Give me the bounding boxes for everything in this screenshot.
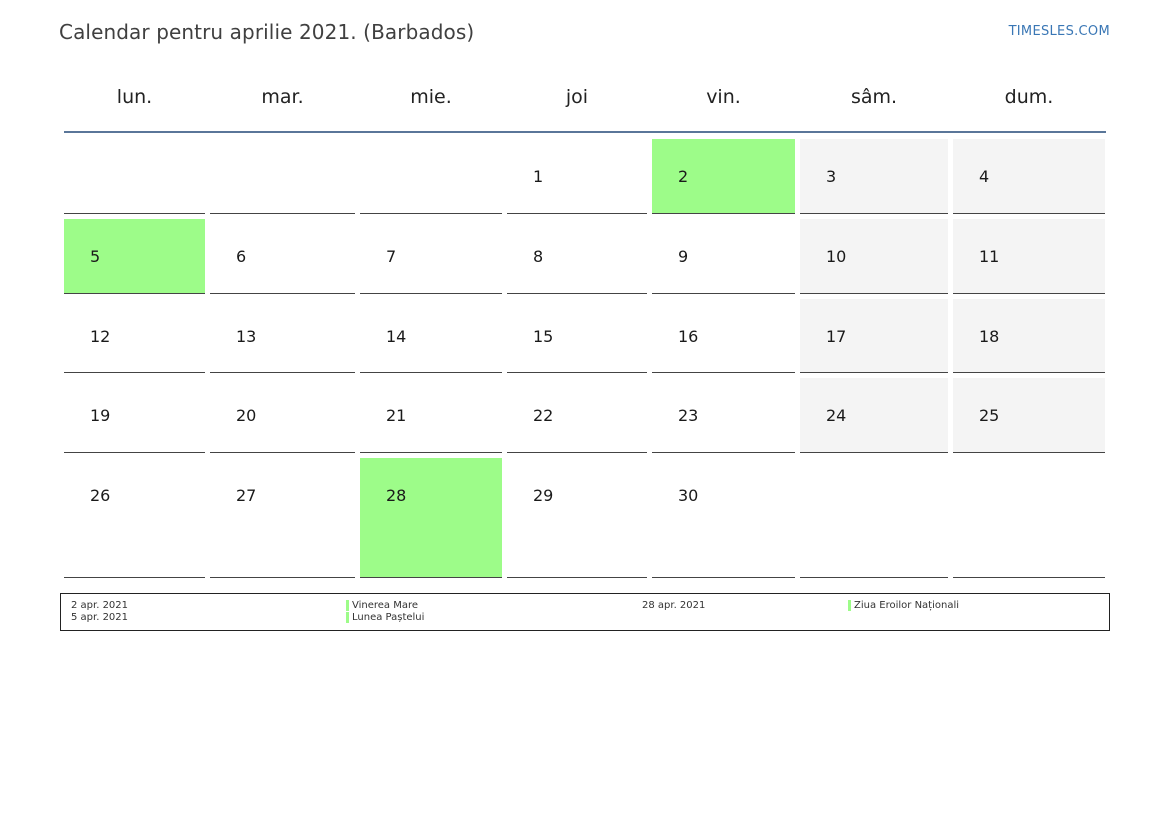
day-number: 8 xyxy=(533,247,544,266)
calendar-day-cell: 14 xyxy=(360,299,502,373)
calendar-day-cell: 28 xyxy=(360,458,502,578)
calendar-empty-cell xyxy=(953,458,1105,578)
day-number: 9 xyxy=(678,247,689,266)
calendar-day-cell: 26 xyxy=(64,458,205,578)
day-number: 30 xyxy=(678,486,699,505)
brand-link[interactable]: TIMESLES.COM xyxy=(1008,24,1110,39)
calendar-empty-cell xyxy=(800,458,948,578)
calendar-day-cell: 3 xyxy=(800,139,948,214)
day-number: 28 xyxy=(386,486,407,505)
calendar-day-cell: 17 xyxy=(800,299,948,373)
calendar-empty-cell xyxy=(210,139,355,214)
day-number: 4 xyxy=(979,167,990,186)
day-number: 20 xyxy=(236,406,257,425)
day-number: 6 xyxy=(236,247,247,266)
day-number: 15 xyxy=(533,327,554,346)
header-divider xyxy=(64,131,1106,133)
calendar-day-cell: 29 xyxy=(507,458,647,578)
calendar-day-cell: 24 xyxy=(800,378,948,453)
calendar-day-cell: 15 xyxy=(507,299,647,373)
calendar-day-cell: 2 xyxy=(652,139,795,214)
calendar-empty-cell xyxy=(360,139,502,214)
legend-holiday-name: Lunea Paștelui xyxy=(346,612,424,623)
holiday-legend: 2 apr. 2021 Vinerea Mare 5 apr. 2021 Lun… xyxy=(60,593,1110,631)
day-number: 29 xyxy=(533,486,554,505)
calendar-day-cell: 20 xyxy=(210,378,355,453)
weekday-fri: vin. xyxy=(706,86,741,108)
weekday-sun: dum. xyxy=(1004,86,1054,108)
calendar-empty-cell xyxy=(64,139,205,214)
day-number: 22 xyxy=(533,406,554,425)
page-title: Calendar pentru aprilie 2021. (Barbados) xyxy=(59,20,475,44)
day-number: 1 xyxy=(533,167,544,186)
day-number: 3 xyxy=(826,167,837,186)
calendar-day-cell: 12 xyxy=(64,299,205,373)
calendar-day-cell: 10 xyxy=(800,219,948,294)
weekday-sat: sâm. xyxy=(850,86,898,108)
day-number: 14 xyxy=(386,327,407,346)
calendar-day-cell: 19 xyxy=(64,378,205,453)
calendar-day-cell: 5 xyxy=(64,219,205,294)
day-number: 26 xyxy=(90,486,111,505)
calendar-day-cell: 7 xyxy=(360,219,502,294)
calendar-day-cell: 18 xyxy=(953,299,1105,373)
day-number: 27 xyxy=(236,486,257,505)
calendar-day-cell: 6 xyxy=(210,219,355,294)
legend-holiday-name: Ziua Eroilor Naționali xyxy=(848,600,959,611)
calendar-day-cell: 25 xyxy=(953,378,1105,453)
legend-date: 5 apr. 2021 xyxy=(71,612,129,623)
calendar-day-cell: 13 xyxy=(210,299,355,373)
calendar-day-cell: 22 xyxy=(507,378,647,453)
calendar-day-cell: 27 xyxy=(210,458,355,578)
weekday-mon: lun. xyxy=(116,86,153,108)
day-number: 21 xyxy=(386,406,407,425)
weekday-wed: mie. xyxy=(410,86,452,108)
day-number: 17 xyxy=(826,327,847,346)
weekday-header-row: lun. mar. mie. joi vin. sâm. dum. xyxy=(0,86,1169,112)
day-number: 11 xyxy=(979,247,1000,266)
day-number: 24 xyxy=(826,406,847,425)
day-number: 19 xyxy=(90,406,111,425)
day-number: 18 xyxy=(979,327,1000,346)
day-number: 16 xyxy=(678,327,699,346)
calendar-day-cell: 1 xyxy=(507,139,647,214)
weekday-thu: joi xyxy=(565,86,589,108)
day-number: 25 xyxy=(979,406,1000,425)
calendar-day-cell: 9 xyxy=(652,219,795,294)
weekday-tue: mar. xyxy=(261,86,304,108)
legend-date: 28 apr. 2021 xyxy=(642,600,706,611)
calendar-day-cell: 4 xyxy=(953,139,1105,214)
day-number: 5 xyxy=(90,247,101,266)
day-number: 13 xyxy=(236,327,257,346)
legend-date: 2 apr. 2021 xyxy=(71,600,129,611)
day-number: 7 xyxy=(386,247,397,266)
calendar-day-cell: 21 xyxy=(360,378,502,453)
day-number: 23 xyxy=(678,406,699,425)
calendar-day-cell: 8 xyxy=(507,219,647,294)
calendar-day-cell: 23 xyxy=(652,378,795,453)
day-number: 10 xyxy=(826,247,847,266)
calendar-day-cell: 16 xyxy=(652,299,795,373)
calendar-day-cell: 11 xyxy=(953,219,1105,294)
day-number: 2 xyxy=(678,167,689,186)
calendar-day-cell: 30 xyxy=(652,458,795,578)
day-number: 12 xyxy=(90,327,111,346)
legend-holiday-name: Vinerea Mare xyxy=(346,600,418,611)
